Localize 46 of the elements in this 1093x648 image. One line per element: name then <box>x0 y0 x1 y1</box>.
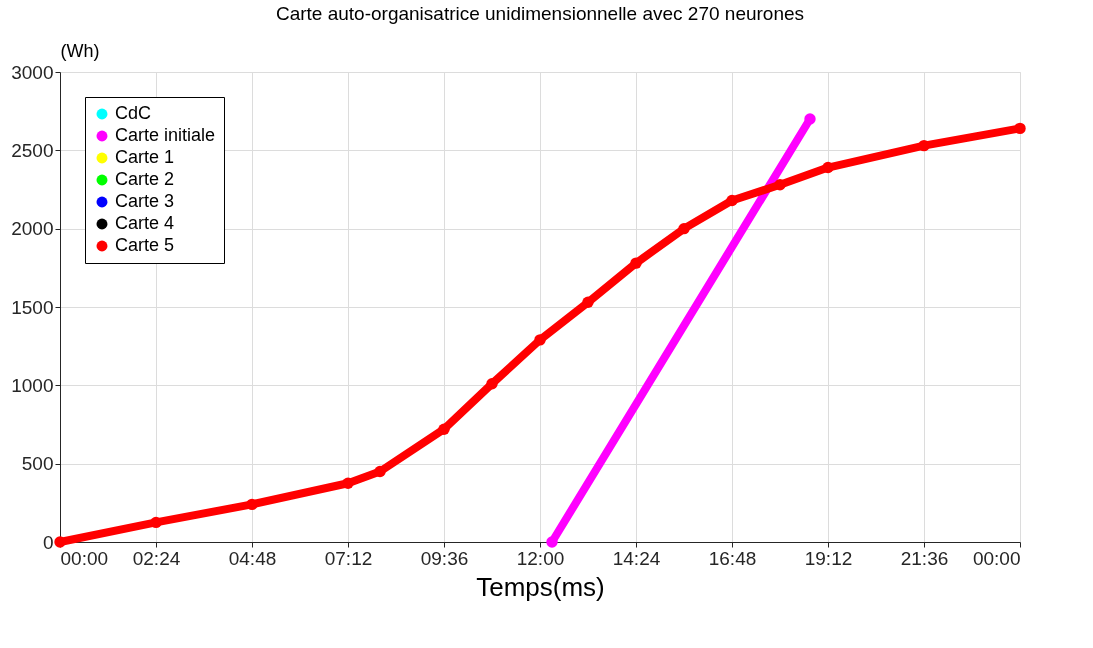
point <box>678 222 690 235</box>
legend-label: Carte initiale <box>115 125 216 145</box>
y-tick-label: 1000 <box>11 374 54 396</box>
y-tick-label: 500 <box>21 453 54 475</box>
point <box>150 516 162 529</box>
y-tick-label: 2000 <box>11 218 54 240</box>
point <box>630 257 642 269</box>
legend-label: Carte 3 <box>115 191 175 211</box>
y-axis-title: (Wh) <box>60 40 100 61</box>
point <box>774 179 786 191</box>
y-tick-label: 3000 <box>11 61 54 83</box>
point <box>486 378 498 390</box>
x-tick-label: 00:00 <box>60 547 109 569</box>
x-tick-label: 00:00 <box>972 547 1021 569</box>
point <box>804 113 816 125</box>
point <box>726 194 738 207</box>
point <box>582 296 594 308</box>
legend-label: Carte 5 <box>115 235 175 255</box>
point <box>54 536 66 548</box>
point <box>246 498 258 511</box>
x-tick-label: 14:24 <box>612 547 661 569</box>
y-tick-label: 0 <box>42 531 54 553</box>
chart-title: Carte auto-organisatrice unidimensionnelle avec 270 neurones <box>275 3 805 24</box>
legend-label: Carte 4 <box>115 213 175 233</box>
x-axis-title: Temps(ms) <box>476 571 605 602</box>
y-tick-label: 1500 <box>11 296 54 318</box>
point <box>374 465 386 478</box>
point <box>918 139 930 152</box>
y-tick-label: 2500 <box>11 139 54 161</box>
point <box>1014 122 1026 135</box>
legend-label: Carte 2 <box>115 169 175 189</box>
legend-label: Carte 1 <box>115 147 175 167</box>
point <box>534 334 546 346</box>
point <box>822 161 834 174</box>
x-tick-label: 02:24 <box>132 547 181 569</box>
x-tick-label: 07:12 <box>324 547 373 569</box>
x-tick-label: 04:48 <box>228 547 277 569</box>
x-tick-label: 16:48 <box>708 547 757 569</box>
point <box>342 477 354 489</box>
x-tick-label: 09:36 <box>420 547 469 569</box>
x-tick-label: 19:12 <box>804 547 853 569</box>
point <box>546 536 558 548</box>
x-tick-label: 21:36 <box>900 547 949 569</box>
point <box>438 423 450 435</box>
x-tick-label: 12:00 <box>516 547 565 569</box>
legend-label: CdC <box>115 103 152 123</box>
